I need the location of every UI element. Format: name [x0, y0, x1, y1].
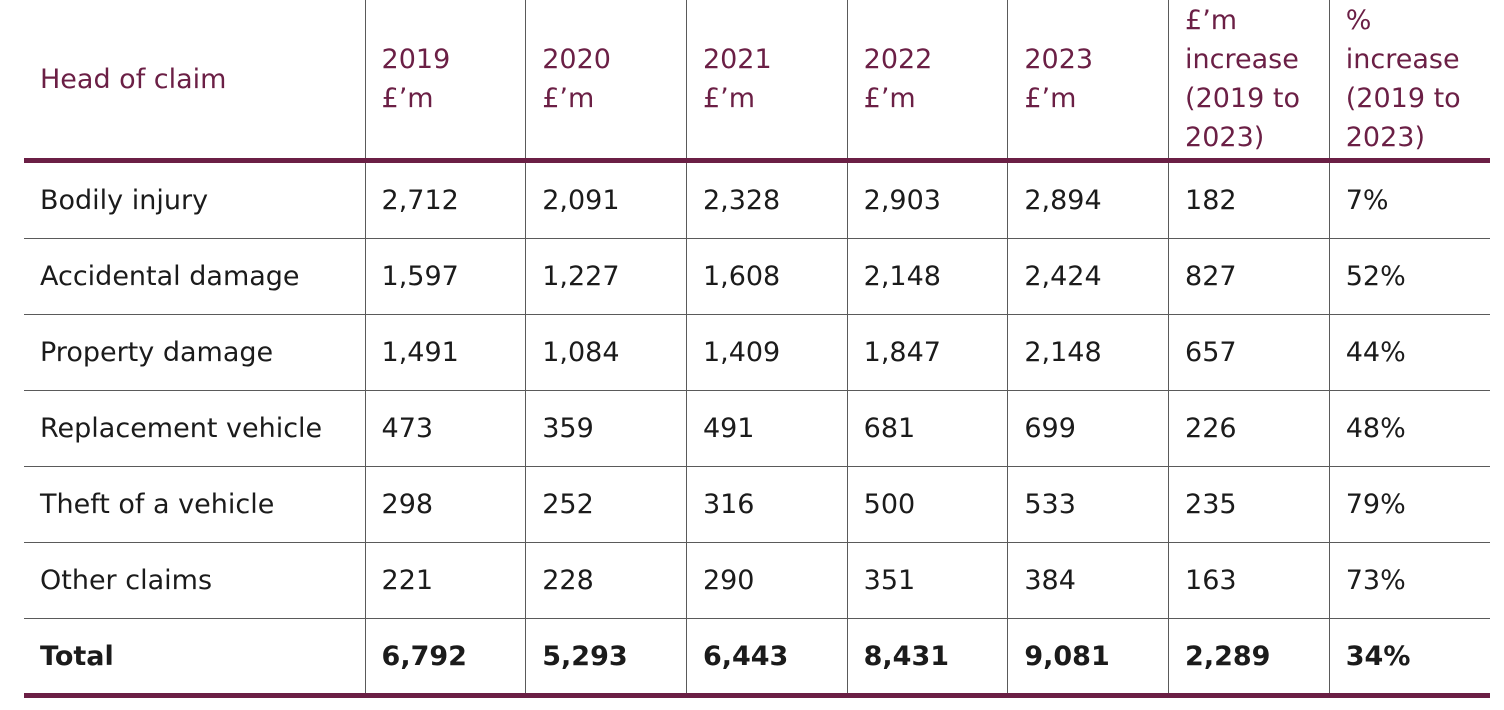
- cell-2020: 359: [525, 390, 687, 467]
- cell-2021: 2,328: [685, 160, 848, 239]
- cell-pct-increase: 73%: [1328, 542, 1490, 619]
- table-row: Other claims 221 228 290 351 384 163 73%: [24, 542, 1490, 619]
- cell-gbp-increase: 182: [1168, 160, 1330, 239]
- claims-table: Head of claim 2019 £’m 2020 £’m 2021 £’m…: [24, 0, 1490, 698]
- header-2022: 2022 £’m: [846, 0, 1008, 163]
- table-body: Bodily injury 2,712 2,091 2,328 2,903 2,…: [24, 160, 1490, 698]
- cell-2020: 1,084: [525, 314, 687, 391]
- header-pct-increase: % increase (2019 to 2023): [1328, 0, 1490, 163]
- cell-2023: 384: [1007, 542, 1169, 619]
- cell-2022: 351: [846, 542, 1008, 619]
- row-label: Property damage: [24, 314, 366, 391]
- cell-2022: 500: [846, 466, 1008, 543]
- cell-2020: 252: [525, 466, 687, 543]
- row-label: Replacement vehicle: [24, 390, 366, 467]
- cell-2021: 290: [685, 542, 848, 619]
- table-header: Head of claim 2019 £’m 2020 £’m 2021 £’m…: [24, 0, 1490, 163]
- cell-2019: 298: [364, 466, 526, 543]
- total-2022: 8,431: [846, 618, 1008, 698]
- cell-2020: 1,227: [525, 238, 687, 315]
- total-pct-increase: 34%: [1328, 618, 1490, 698]
- cell-pct-increase: 7%: [1328, 160, 1490, 239]
- cell-2023: 2,894: [1007, 160, 1169, 239]
- cell-pct-increase: 52%: [1328, 238, 1490, 315]
- cell-2022: 1,847: [846, 314, 1008, 391]
- cell-2019: 2,712: [364, 160, 526, 239]
- table-row: Property damage 1,491 1,084 1,409 1,847 …: [24, 314, 1490, 391]
- row-label: Other claims: [24, 542, 366, 619]
- cell-2020: 2,091: [525, 160, 687, 239]
- cell-pct-increase: 79%: [1328, 466, 1490, 543]
- cell-gbp-increase: 226: [1168, 390, 1330, 467]
- total-2020: 5,293: [525, 618, 687, 698]
- cell-2021: 1,608: [685, 238, 848, 315]
- cell-pct-increase: 44%: [1328, 314, 1490, 391]
- cell-2019: 221: [364, 542, 526, 619]
- cell-2021: 491: [685, 390, 848, 467]
- table-row: Theft of a vehicle 298 252 316 500 533 2…: [24, 466, 1490, 543]
- cell-gbp-increase: 657: [1168, 314, 1330, 391]
- total-row: Total 6,792 5,293 6,443 8,431 9,081 2,28…: [24, 618, 1490, 698]
- header-2021: 2021 £’m: [685, 0, 848, 163]
- header-2023: 2023 £’m: [1007, 0, 1169, 163]
- cell-2019: 1,597: [364, 238, 526, 315]
- cell-2023: 699: [1007, 390, 1169, 467]
- cell-2021: 1,409: [685, 314, 848, 391]
- total-2019: 6,792: [364, 618, 526, 698]
- cell-gbp-increase: 163: [1168, 542, 1330, 619]
- cell-2023: 2,148: [1007, 314, 1169, 391]
- header-2019: 2019 £’m: [364, 0, 526, 163]
- total-2023: 9,081: [1007, 618, 1169, 698]
- cell-gbp-increase: 235: [1168, 466, 1330, 543]
- cell-2022: 681: [846, 390, 1008, 467]
- header-2020: 2020 £’m: [525, 0, 687, 163]
- cell-2019: 1,491: [364, 314, 526, 391]
- cell-2019: 473: [364, 390, 526, 467]
- cell-2021: 316: [685, 466, 848, 543]
- row-label: Bodily injury: [24, 160, 366, 239]
- total-2021: 6,443: [685, 618, 848, 698]
- cell-2020: 228: [525, 542, 687, 619]
- cell-2023: 2,424: [1007, 238, 1169, 315]
- cell-2022: 2,148: [846, 238, 1008, 315]
- total-gbp-increase: 2,289: [1168, 618, 1330, 698]
- table-row: Bodily injury 2,712 2,091 2,328 2,903 2,…: [24, 160, 1490, 239]
- table-row: Replacement vehicle 473 359 491 681 699 …: [24, 390, 1490, 467]
- header-gbp-increase: £’m increase (2019 to 2023): [1168, 0, 1330, 163]
- header-row: Head of claim 2019 £’m 2020 £’m 2021 £’m…: [24, 0, 1490, 163]
- header-head-of-claim: Head of claim: [24, 0, 366, 163]
- cell-pct-increase: 48%: [1328, 390, 1490, 467]
- cell-2022: 2,903: [846, 160, 1008, 239]
- cell-2023: 533: [1007, 466, 1169, 543]
- cell-gbp-increase: 827: [1168, 238, 1330, 315]
- table-row: Accidental damage 1,597 1,227 1,608 2,14…: [24, 238, 1490, 315]
- row-label: Theft of a vehicle: [24, 466, 366, 543]
- total-label: Total: [24, 618, 366, 698]
- row-label: Accidental damage: [24, 238, 366, 315]
